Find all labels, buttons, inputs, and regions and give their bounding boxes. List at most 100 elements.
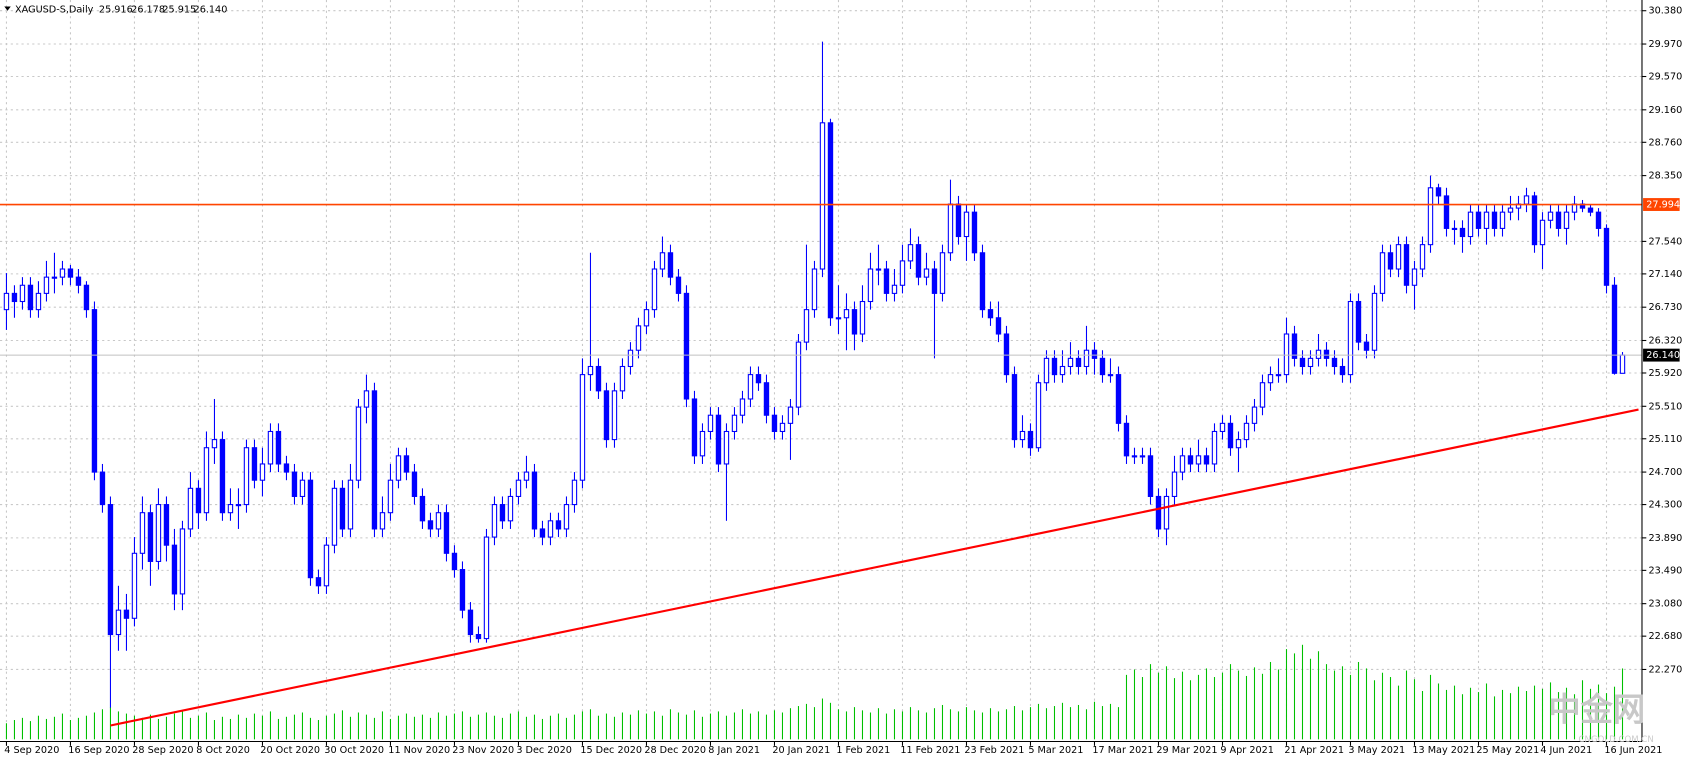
candle-body-up — [59, 268, 66, 278]
header-low: 25.915 — [162, 5, 196, 16]
candle-body-up — [331, 487, 338, 546]
x-tick-label: 30 Oct 2020 — [324, 745, 384, 756]
y-tick-label: 25.110 — [1648, 434, 1682, 445]
candle-body-down — [1115, 374, 1122, 424]
candle-body-down — [771, 414, 778, 433]
candle-body-up — [1395, 244, 1402, 270]
candle-body-down — [83, 284, 90, 311]
candle-body-up — [963, 211, 970, 238]
candle-body-down — [147, 512, 154, 562]
candle-body-down — [955, 203, 962, 238]
candle-body-up — [787, 406, 794, 424]
candle-body-down — [99, 471, 106, 506]
candle-body-up — [1427, 187, 1434, 246]
y-tick-label: 23.490 — [1648, 565, 1682, 576]
candle-body-down — [171, 544, 178, 595]
candle-body-up — [651, 268, 658, 311]
candle-body-up — [1619, 354, 1626, 374]
candle-body-down — [11, 292, 18, 303]
candle-body-down — [683, 292, 690, 400]
candle-body-up — [795, 341, 802, 408]
candle-body-up — [907, 244, 914, 262]
y-tick-label: 24.700 — [1648, 467, 1682, 478]
candle-body-up — [379, 512, 386, 530]
candle-body-up — [435, 512, 442, 530]
y-tick-label: 27.140 — [1648, 269, 1682, 280]
candle-body-down — [251, 447, 258, 481]
candle-body-down — [915, 244, 922, 278]
x-tick-label: 16 Sep 2020 — [68, 745, 129, 756]
candle-body-up — [803, 309, 810, 343]
x-tick-label: 11 Feb 2021 — [900, 745, 960, 756]
candle-body-up — [483, 536, 490, 640]
candle-body-down — [603, 390, 610, 441]
candle-body-up — [891, 284, 898, 294]
candle-body-down — [91, 309, 98, 473]
menu-arrow — [4, 6, 11, 11]
trend-line — [110, 408, 1639, 727]
candle-body-down — [979, 252, 986, 311]
candle-body-down — [459, 569, 466, 611]
candle-body-up — [571, 479, 578, 506]
x-tick-label: 4 Jun 2021 — [1540, 745, 1592, 756]
candle-body-up — [1347, 300, 1354, 376]
candle-body-down — [1187, 455, 1194, 465]
candle-body-up — [523, 471, 530, 481]
candle-body-down — [67, 268, 74, 278]
candle-body-up — [355, 406, 362, 481]
candle-body-up — [1083, 349, 1090, 368]
candle-body-down — [1355, 300, 1362, 343]
chart-symbol: XAGUSD-S,Daily — [15, 5, 94, 16]
candle-body-down — [371, 390, 378, 530]
candle-body-down — [987, 309, 994, 319]
candle-body-up — [659, 252, 666, 270]
candle-body-up — [1171, 471, 1178, 497]
candle-body-up — [1035, 382, 1042, 449]
candle-body-up — [611, 390, 618, 441]
candle-body-down — [1363, 341, 1370, 351]
candle-body-up — [211, 439, 218, 449]
y-tick-label: 26.320 — [1648, 335, 1682, 346]
candle-body-up — [395, 455, 402, 481]
candle-body-down — [595, 365, 602, 392]
candle-body-up — [139, 512, 146, 554]
candle-body-down — [555, 520, 562, 530]
candle-body-down — [763, 382, 770, 416]
candle-body-down — [1075, 357, 1082, 368]
candle-body-down — [219, 439, 226, 514]
candle-body-up — [323, 544, 330, 587]
watermark-sub: CNGOLD.COM.CN — [1579, 735, 1654, 745]
candle-body-up — [779, 422, 786, 433]
candle-body-down — [1531, 195, 1538, 246]
x-tick-label: 17 Mar 2021 — [1092, 745, 1153, 756]
candle-body-down — [883, 268, 890, 294]
candle-body-up — [507, 495, 514, 522]
candle-body-up — [491, 504, 498, 538]
candle-body-down — [1227, 422, 1234, 449]
candle-body-down — [307, 479, 314, 579]
x-tick-label: 25 May 2021 — [1476, 745, 1539, 756]
candle-body-down — [443, 512, 450, 554]
candle-body-down — [123, 609, 130, 619]
candle-body-up — [1163, 495, 1170, 530]
candle-body-down — [1147, 455, 1154, 497]
candle-body-up — [19, 284, 26, 303]
candle-body-down — [1331, 357, 1338, 368]
header-open: 25.916 — [99, 5, 133, 16]
candle-body-down — [1203, 455, 1210, 465]
candle-body-up — [579, 374, 586, 481]
candle-body-up — [1451, 227, 1458, 231]
candle-body-up — [707, 414, 714, 433]
candle-body-up — [35, 292, 42, 311]
candle-body-down — [1123, 422, 1130, 457]
candle-body-up — [1219, 422, 1226, 433]
y-tick-label: 28.760 — [1648, 137, 1682, 148]
candle-body-up — [723, 430, 730, 465]
candle-body-down — [1475, 211, 1482, 229]
candle-body-up — [587, 365, 594, 376]
candle-body-down — [715, 414, 722, 465]
candle-body-up — [1315, 349, 1322, 359]
candle-body-up — [1483, 211, 1490, 229]
x-tick-label: 11 Nov 2020 — [388, 745, 450, 756]
